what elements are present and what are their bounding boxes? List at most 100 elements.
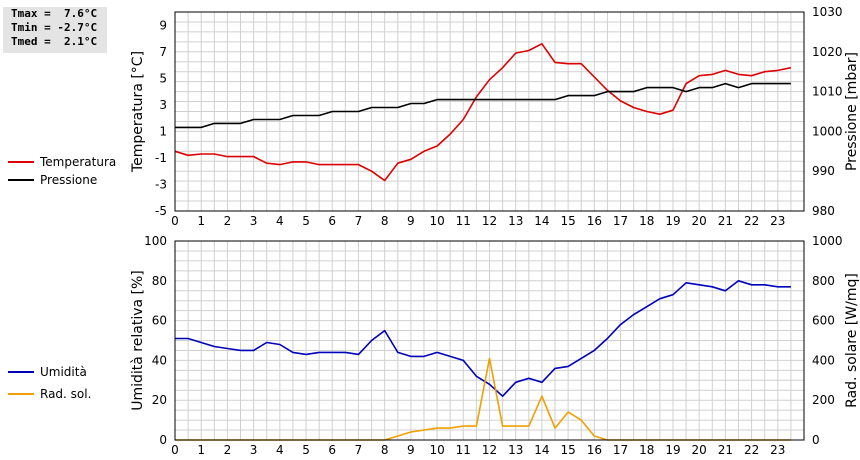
bottom-xtick-label: 0: [171, 443, 179, 457]
legend-item-radsol: Rad. sol.: [8, 385, 91, 403]
bottom-ytick-right: 400: [812, 353, 835, 367]
top-ytick-right: 1020: [812, 45, 843, 59]
top-xtick-label: 21: [718, 214, 733, 228]
bottom-xtick-label: 16: [587, 443, 602, 457]
top-series-temperatura: [174, 42, 792, 182]
bottom-xtick-label: 8: [381, 443, 389, 457]
bottom-ytick-left: 0: [159, 433, 167, 447]
top-xtick-label: 10: [429, 214, 444, 228]
bottom-xtick-label: 5: [302, 443, 310, 457]
bottom-xtick-label: 20: [692, 443, 707, 457]
bottom-ytick-right: 200: [812, 393, 835, 407]
bottom-xtick-label: 23: [770, 443, 785, 457]
bottom-ytick-left: 60: [152, 314, 167, 328]
top-ytick-left: 5: [159, 71, 167, 85]
bottom-xtick-label: 3: [250, 443, 258, 457]
top-ytick-left: 7: [159, 45, 167, 59]
bottom-xtick-label: 19: [665, 443, 680, 457]
top-series-pressione: [175, 82, 791, 129]
top-ytick-right: 1030: [812, 5, 843, 19]
tmin-text: Tmin = -2.7°C: [11, 21, 98, 34]
top-xtick-label: 23: [770, 214, 785, 228]
tmed-text: Tmed = 2.1°C: [11, 35, 98, 48]
top-xtick-label: 18: [639, 214, 654, 228]
top-xtick-label: 4: [276, 214, 284, 228]
top-ytick-right: 990: [812, 164, 835, 178]
legend-swatch-pressione: [8, 179, 34, 181]
bottom-xtick-label: 11: [456, 443, 471, 457]
legend-label-temperatura: Temperatura: [40, 155, 117, 169]
bottom-xtick-label: 14: [534, 443, 549, 457]
bottom-xtick-label: 10: [429, 443, 444, 457]
bottom-xtick-label: 18: [639, 443, 654, 457]
top-xtick-label: 3: [250, 214, 258, 228]
top-left-axis-title: Temperatura [°C]: [130, 51, 146, 173]
top-xtick-label: 0: [171, 214, 179, 228]
top-xtick-label: 22: [744, 214, 759, 228]
legend-swatch-temperatura: [8, 161, 34, 163]
top-ytick-left: -3: [155, 177, 167, 191]
top-xtick-label: 2: [224, 214, 232, 228]
legend-swatch-umidita: [8, 371, 34, 373]
bottom-ytick-left: 80: [152, 274, 167, 288]
top-ytick-right: 1010: [812, 85, 843, 99]
bottom-xtick-label: 22: [744, 443, 759, 457]
bottom-ytick-right: 800: [812, 274, 835, 288]
top-xtick-label: 5: [302, 214, 310, 228]
bottom-xtick-label: 4: [276, 443, 284, 457]
legend-label-pressione: Pressione: [40, 173, 98, 187]
bottom-ytick-left: 100: [144, 234, 167, 248]
legend-item-pressione: Pressione: [8, 171, 116, 189]
top-ytick-left: -5: [155, 204, 167, 218]
top-xtick-label: 8: [381, 214, 389, 228]
top-xtick-label: 17: [613, 214, 628, 228]
bottom-xtick-label: 13: [508, 443, 523, 457]
top-legend: Temperatura Pressione: [8, 153, 116, 189]
top-ytick-right: 1000: [812, 124, 843, 138]
top-ytick-right: 980: [812, 204, 835, 218]
top-xtick-label: 9: [407, 214, 415, 228]
legend-item-temperatura: Temperatura: [8, 153, 116, 171]
top-xtick-label: 13: [508, 214, 523, 228]
top-xtick-label: 14: [534, 214, 549, 228]
top-xtick-label: 6: [328, 214, 336, 228]
top-ytick-left: 3: [159, 98, 167, 112]
bottom-series-umidit-: [175, 279, 791, 398]
bottom-right-axis-title: Rad. solare [W/mq]: [844, 273, 860, 408]
top-xtick-label: 1: [197, 214, 205, 228]
legend-label-radsol: Rad. sol.: [40, 387, 92, 401]
top-ytick-left: -1: [155, 151, 167, 165]
top-xtick-label: 11: [456, 214, 471, 228]
top-plot-frame: [174, 11, 805, 212]
tmax-text: Tmax = 7.6°C: [11, 7, 98, 20]
top-xtick-label: 15: [560, 214, 575, 228]
top-right-axis-title: Pressione [mbar]: [844, 52, 860, 171]
bottom-xtick-label: 1: [197, 443, 205, 457]
bottom-ytick-right: 600: [812, 314, 835, 328]
top-ytick-left: 9: [159, 18, 167, 32]
top-xtick-label: 12: [482, 214, 497, 228]
bottom-left-axis-title: Umidità relativa [%]: [130, 270, 146, 411]
legend-item-umidita: Umidità: [8, 363, 91, 381]
bottom-xtick-label: 7: [355, 443, 363, 457]
bottom-xtick-label: 17: [613, 443, 628, 457]
bottom-xtick-label: 2: [224, 443, 232, 457]
stats-box: Tmax = 7.6°C Tmin = -2.7°C Tmed = 2.1°C: [3, 7, 107, 53]
legend-label-umidita: Umidità: [40, 365, 87, 379]
bottom-ytick-left: 20: [152, 393, 167, 407]
bottom-xtick-label: 15: [560, 443, 575, 457]
top-xtick-label: 7: [355, 214, 363, 228]
bottom-legend-items: Umidità Rad. sol.: [8, 365, 91, 403]
top-xtick-label: 19: [665, 214, 680, 228]
bottom-ytick-right: 1000: [812, 234, 843, 248]
bottom-plot-frame: [174, 240, 805, 441]
bottom-ytick-right: 0: [812, 433, 820, 447]
bottom-xtick-label: 6: [328, 443, 336, 457]
bottom-xtick-label: 12: [482, 443, 497, 457]
legend-swatch-radsol: [8, 393, 34, 395]
bottom-xtick-label: 9: [407, 443, 415, 457]
top-xtick-label: 20: [692, 214, 707, 228]
bottom-xtick-label: 21: [718, 443, 733, 457]
top-ytick-left: 1: [159, 124, 167, 138]
